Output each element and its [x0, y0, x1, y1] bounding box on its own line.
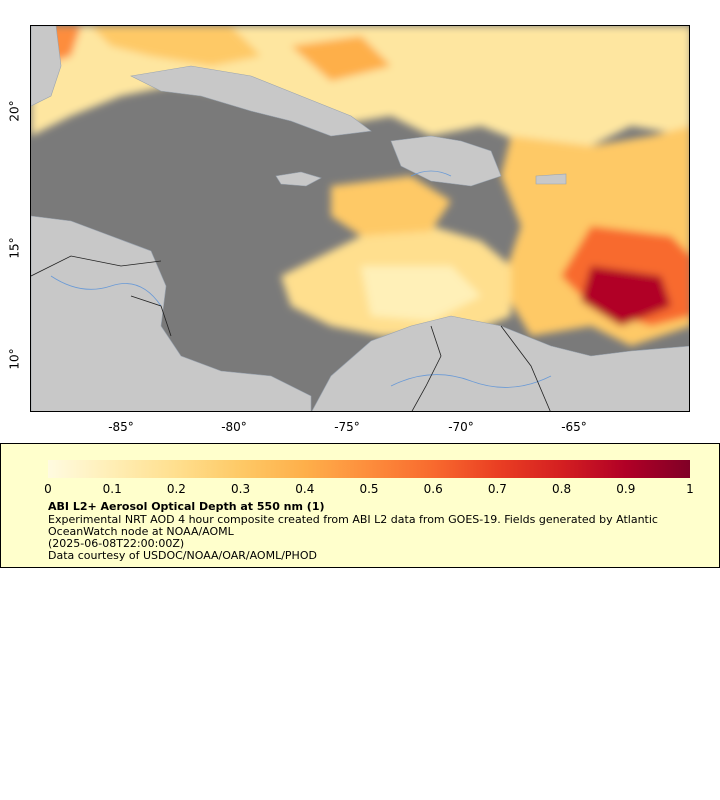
land-south-america [311, 315, 689, 411]
colorbar-tick-label: 0.4 [295, 482, 315, 496]
legend-date: (2025-06-08T22:00:00Z) [48, 537, 185, 550]
land-masses [31, 26, 689, 411]
colorbar-tick-label: 0.6 [423, 482, 443, 496]
legend-title: ABI L2+ Aerosol Optical Depth at 550 nm … [48, 500, 325, 513]
land-puerto-rico [535, 173, 567, 185]
map-panel[interactable] [30, 25, 690, 412]
colorbar-tick-label: 0.9 [616, 482, 636, 496]
country-borders [31, 255, 551, 411]
land-cuba [130, 65, 372, 137]
y-tick-label: 15° [7, 237, 22, 259]
land-hispaniola [390, 135, 502, 187]
land-west [31, 26, 62, 107]
colorbar-tick-label: 0.7 [487, 482, 507, 496]
colorbar [48, 460, 690, 478]
land-jamaica [275, 171, 322, 187]
colorbar-tick-label: 0.2 [166, 482, 186, 496]
aod-map [31, 26, 689, 411]
colorbar-tick-label: 0.5 [359, 482, 379, 496]
y-tick-label: 20° [7, 100, 22, 122]
x-tick-label: -75° [334, 420, 360, 434]
land-central-america [31, 215, 312, 411]
colorbar-tick-label: 0.1 [102, 482, 122, 496]
colorbar-tick-label: 0.8 [552, 482, 572, 496]
aerosol-field [31, 26, 689, 411]
x-tick-label: -70° [448, 420, 474, 434]
legend-description-2: OceanWatch node at NOAA/AOML [48, 525, 234, 538]
rivers [50, 170, 552, 388]
x-tick-label: -80° [221, 420, 247, 434]
y-tick-label: 10° [7, 348, 22, 370]
x-tick-label: -85° [108, 420, 134, 434]
legend-credit: Data courtesy of USDOC/NOAA/OAR/AOML/PHO… [48, 549, 317, 562]
colorbar-tick-label: 1 [686, 482, 694, 496]
colorbar-ramp [48, 460, 690, 478]
colorbar-tick-label: 0.3 [231, 482, 251, 496]
legend-panel: 0 0.1 0.2 0.3 0.4 0.5 0.6 0.7 0.8 0.9 1 ABI L2+ Ae… [0, 443, 720, 568]
x-tick-label: -65° [561, 420, 587, 434]
colorbar-tick-label: 0 [44, 482, 52, 496]
legend-description: Experimental NRT AOD 4 hour composite cr… [48, 513, 658, 526]
